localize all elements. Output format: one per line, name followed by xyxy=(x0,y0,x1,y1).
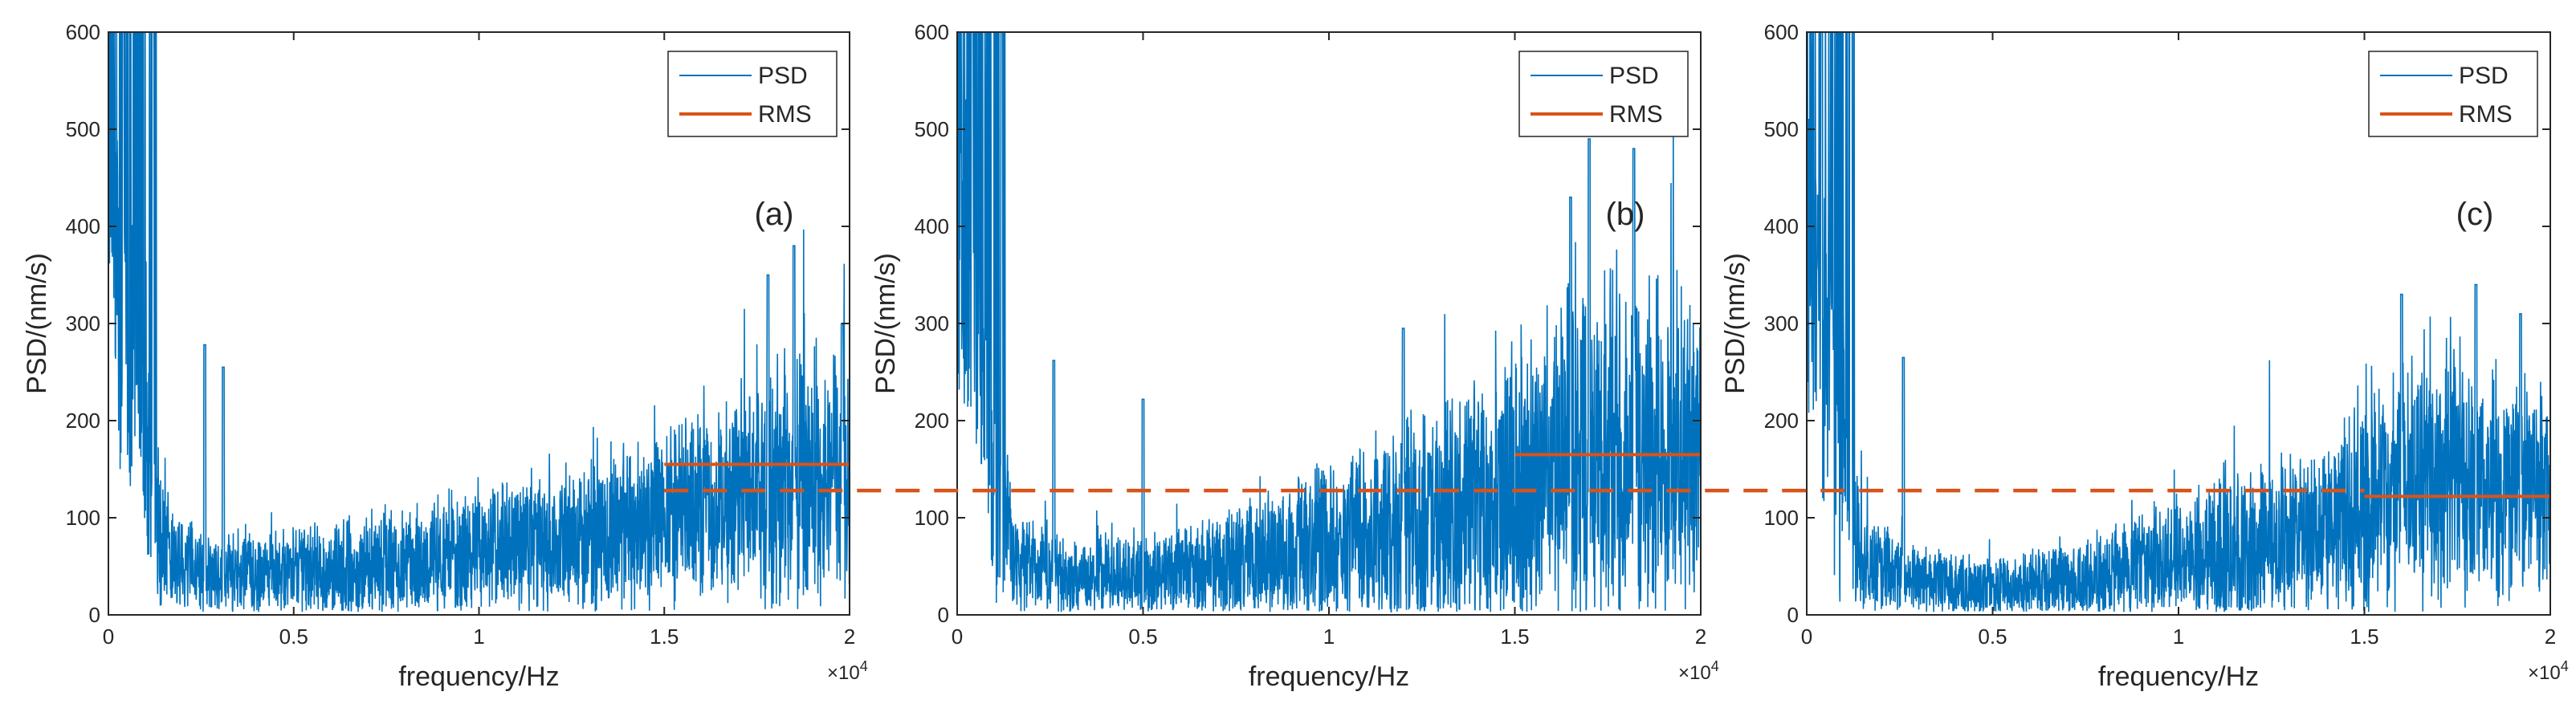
y-tick-label: 100 xyxy=(1764,506,1799,530)
y-tick-label: 0 xyxy=(1787,603,1799,627)
legend-rms-label: RMS xyxy=(758,101,812,128)
y-tick-label: 600 xyxy=(66,20,100,44)
y-tick-label: 200 xyxy=(1764,409,1799,433)
psd-series-line xyxy=(1807,32,2550,612)
y-tick-label: 100 xyxy=(915,506,949,530)
y-tick-label: 600 xyxy=(915,20,949,44)
legend-rms-label: RMS xyxy=(2459,101,2513,128)
x-tick-label: 2 xyxy=(844,625,855,649)
legend: PSD RMS xyxy=(667,51,838,137)
panel-label: (b) xyxy=(1606,197,1645,232)
y-tick-label: 200 xyxy=(66,409,100,433)
x-exponent-label: ×104 xyxy=(1678,658,1719,684)
y-tick-label: 0 xyxy=(89,603,100,627)
x-tick-label: 2 xyxy=(1695,625,1706,649)
x-tick-label: 1.5 xyxy=(2350,625,2378,649)
panel-3: 0 100 200 300 400 500 600 0 0.5 1 1.5 2 ×104 frequenc… xyxy=(1720,20,2569,692)
x-exponent-power: 4 xyxy=(2561,658,2569,674)
y-tick-label: 300 xyxy=(915,311,949,336)
x-tick-label: 0.5 xyxy=(279,625,308,649)
x-axis-label: frequency/Hz xyxy=(398,661,559,692)
x-tick-label: 1 xyxy=(2173,625,2184,649)
legend: PSD RMS xyxy=(2368,51,2538,137)
y-tick-label: 500 xyxy=(915,117,949,141)
y-tick-label: 300 xyxy=(1764,311,1799,336)
x-tick-label: 1.5 xyxy=(650,625,679,649)
psd-series-line xyxy=(957,32,1701,613)
legend-psd-label: PSD xyxy=(2459,63,2509,89)
y-axis-label: PSD/(nm/s) xyxy=(1720,253,1751,394)
y-tick-label: 500 xyxy=(1764,117,1799,141)
x-tick-label: 1 xyxy=(1323,625,1335,649)
x-tick-label: 0.5 xyxy=(1978,625,2007,649)
panel-label: (c) xyxy=(2456,197,2494,232)
legend-box xyxy=(2368,51,2538,137)
x-tick-label: 1 xyxy=(473,625,484,649)
legend-box xyxy=(667,51,838,137)
x-tick-label: 0 xyxy=(103,625,114,649)
x-tick-label: 0 xyxy=(1801,625,1812,649)
psd-series-line xyxy=(108,32,850,612)
x-exponent-label: ×104 xyxy=(827,658,868,684)
y-tick-label: 100 xyxy=(66,506,100,530)
x-exponent-label: ×104 xyxy=(2528,658,2569,684)
legend-psd-label: PSD xyxy=(1609,63,1659,89)
y-tick-label: 300 xyxy=(66,311,100,336)
panel-label: (a) xyxy=(755,197,794,232)
panel-1: 0 100 200 300 400 500 600 0 0.5 1 1.5 2 ×104 frequenc… xyxy=(22,20,868,692)
legend-rms-label: RMS xyxy=(1609,101,1663,128)
x-axis-label: frequency/Hz xyxy=(1249,661,1409,692)
x-tick-label: 2 xyxy=(2545,625,2556,649)
x-tick-label: 1.5 xyxy=(1500,625,1529,649)
y-axis-label: PSD/(nm/s) xyxy=(870,253,901,394)
y-axis-label: PSD/(nm/s) xyxy=(22,253,52,394)
y-tick-label: 400 xyxy=(915,214,949,238)
y-tick-label: 400 xyxy=(66,214,100,238)
y-tick-label: 600 xyxy=(1764,20,1799,44)
x-axis-label: frequency/Hz xyxy=(2098,661,2259,692)
legend: PSD RMS xyxy=(1518,51,1689,137)
legend-box xyxy=(1518,51,1689,137)
x-tick-label: 0 xyxy=(952,625,963,649)
x-exponent-power: 4 xyxy=(860,658,868,674)
y-tick-label: 400 xyxy=(1764,214,1799,238)
y-tick-label: 200 xyxy=(915,409,949,433)
x-tick-label: 0.5 xyxy=(1128,625,1157,649)
y-tick-label: 500 xyxy=(66,117,100,141)
panel-2: 0 100 200 300 400 500 600 0 0.5 1 1.5 2 ×104 frequenc… xyxy=(870,20,1719,692)
y-tick-label: 0 xyxy=(938,603,949,627)
legend-psd-label: PSD xyxy=(758,63,808,89)
x-exponent-power: 4 xyxy=(1711,658,1719,674)
